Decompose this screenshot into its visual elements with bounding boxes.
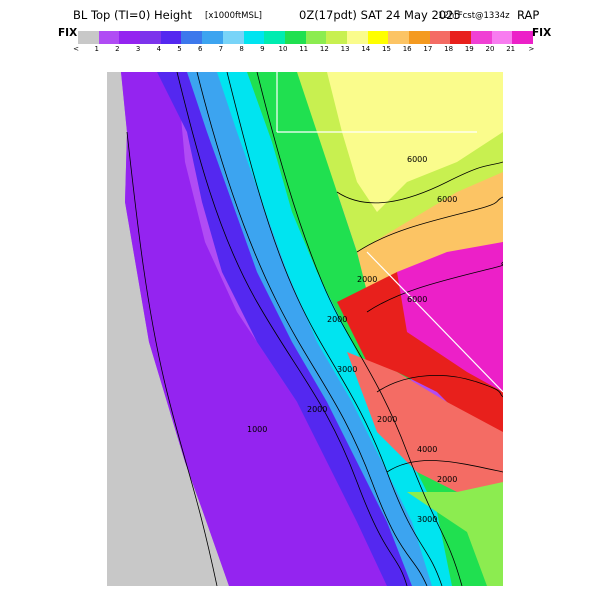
contour-label: 6000 <box>407 295 427 304</box>
contour-label: 6000 <box>407 155 427 164</box>
contour-label: 2000 <box>437 475 457 484</box>
state-boundaries <box>276 72 503 393</box>
colorbar-tick-label: 16 <box>402 45 412 53</box>
colorbar-swatch <box>450 31 472 44</box>
contour-label: 3000 <box>417 515 437 524</box>
colorbar-tick-label: 18 <box>444 45 454 53</box>
contour-labels: 6000 6000 6000 2000 2000 3000 2000 1000 … <box>247 155 457 524</box>
contour-label: 2000 <box>357 275 377 284</box>
colorbar-ticks: <1 2 3 4 5 6 7 8 9 10 11 12 13 14 15 16 17 18 19 20 21 > <box>0 45 611 57</box>
colorbar-tick-label: 9 <box>260 45 265 53</box>
colorbar-tick-label: 7 <box>218 45 224 53</box>
colorbar-swatch <box>388 31 409 44</box>
contour-lines <box>126 72 503 586</box>
colorbar <box>78 31 534 44</box>
colorbar-swatch <box>471 31 492 44</box>
region-green-lower <box>407 482 503 586</box>
colorbar-swatch <box>429 31 451 44</box>
colorbar-swatch <box>367 31 389 44</box>
region-yellow <box>327 72 503 212</box>
colorbar-swatch <box>409 31 430 44</box>
colorbar-left-label: FIX <box>58 27 78 39</box>
colorbar-right-label: FIX <box>532 27 552 39</box>
colorbar-swatch <box>284 31 306 44</box>
region-magenta <box>397 242 503 392</box>
colorbar-tick-label: 19 <box>464 45 474 53</box>
colorbar-tick-label: 1 <box>94 45 99 53</box>
colorbar-tick-label: 17 <box>423 45 433 53</box>
contour-label: 4000 <box>417 445 437 454</box>
colorbar-tick-label: > <box>528 45 535 53</box>
colorbar-tick-label: 3 <box>135 45 141 53</box>
contour-label: 6000 <box>437 195 457 204</box>
contour-label: 2000 <box>377 415 397 424</box>
colorbar-swatch <box>181 31 203 44</box>
title-units: [x1000ftMSL] <box>205 11 262 21</box>
colorbar-swatch <box>326 31 347 44</box>
colorbar-swatch <box>243 31 265 44</box>
colorbar-tick-label: 10 <box>278 45 288 53</box>
contour-label: 3000 <box>337 365 357 374</box>
colorbar-tick-label: 20 <box>485 45 495 53</box>
colorbar-tick-label: 14 <box>361 45 371 53</box>
colorbar-tick-label: 13 <box>340 45 350 53</box>
fix-region <box>107 72 229 586</box>
colorbar-swatch <box>222 31 244 44</box>
title-model: RAP <box>517 8 540 22</box>
colorbar-swatch <box>305 31 327 44</box>
colorbar-swatch <box>202 31 223 44</box>
colorbar-tick-label: 5 <box>177 45 182 53</box>
boundary-layer-height-map: 6000 6000 6000 2000 2000 3000 2000 1000 … <box>107 72 503 586</box>
colorbar-tick-label: 4 <box>156 45 162 53</box>
contour-label: 1000 <box>247 425 267 434</box>
colorbar-tick-label: < <box>73 45 79 53</box>
title-field: BL Top (TI=0) Height <box>73 8 193 22</box>
contour-label: 2000 <box>307 405 327 414</box>
colorbar-tick-label: 12 <box>319 45 329 53</box>
title-forecast: 12hrFcst@1334z <box>438 11 510 21</box>
colorbar-tick-label: 11 <box>299 45 309 53</box>
colorbar-swatch <box>264 31 285 44</box>
colorbar-swatch <box>140 31 161 44</box>
colorbar-swatch <box>78 31 99 44</box>
colorbar-tick-label: 2 <box>115 45 120 53</box>
colorbar-tick-label: 21 <box>506 45 516 53</box>
colorbar-swatch <box>512 31 534 44</box>
colorbar-tick-label: 15 <box>382 45 391 53</box>
region-cyan <box>217 72 457 586</box>
contour-label: 2000 <box>327 315 347 324</box>
colorbar-swatch <box>119 31 141 44</box>
colorbar-swatch <box>98 31 120 44</box>
colorbar-swatch <box>346 31 368 44</box>
colorbar-swatch <box>491 31 513 44</box>
colorbar-swatch <box>160 31 182 44</box>
colorbar-tick-label: 6 <box>197 45 203 53</box>
chart-title: BL Top (TI=0) Height [x1000ftMSL] 0Z(17p… <box>0 7 611 23</box>
colorbar-tick-label: 8 <box>239 45 244 53</box>
title-valid-time: 0Z(17pdt) SAT 24 May 2025 <box>299 8 461 22</box>
